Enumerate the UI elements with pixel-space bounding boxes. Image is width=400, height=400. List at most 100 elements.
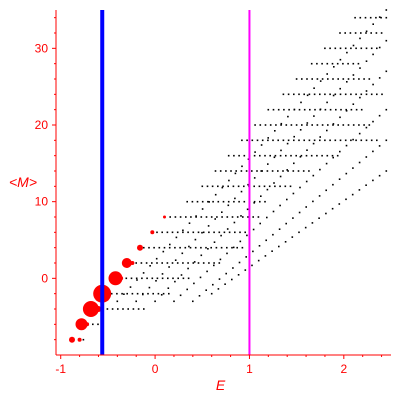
data-point <box>282 93 285 96</box>
data-point <box>175 236 178 239</box>
data-point <box>163 246 166 249</box>
data-point <box>213 262 215 264</box>
data-point <box>192 231 195 234</box>
data-point <box>375 32 378 34</box>
data-point <box>352 103 355 105</box>
data-point <box>372 150 374 153</box>
data-point <box>312 174 315 177</box>
data-point <box>329 139 331 142</box>
data-point <box>365 184 367 186</box>
data-point <box>280 149 282 152</box>
data-point <box>287 170 289 172</box>
data-point <box>200 246 202 249</box>
data-point <box>332 124 334 126</box>
data-point <box>319 136 321 138</box>
data-point <box>271 170 274 172</box>
highlighted-point <box>82 301 99 317</box>
data-point <box>123 293 125 295</box>
data-point <box>171 231 174 234</box>
data-point <box>174 280 176 283</box>
data-point <box>352 138 354 141</box>
data-point <box>378 145 381 147</box>
data-point <box>257 216 260 218</box>
data-point <box>319 139 321 142</box>
data-point <box>287 93 290 96</box>
data-point <box>274 185 276 188</box>
data-point <box>201 231 203 234</box>
data-point <box>326 101 328 104</box>
data-point <box>149 265 151 267</box>
data-point <box>195 216 197 218</box>
data-point <box>206 185 209 188</box>
data-point <box>161 262 163 264</box>
data-point <box>231 278 233 281</box>
data-point <box>160 294 163 296</box>
data-point <box>212 200 214 203</box>
data-point <box>354 16 356 19</box>
data-point <box>216 216 218 218</box>
data-point <box>355 47 357 50</box>
data-point <box>258 185 261 188</box>
data-point <box>161 277 164 280</box>
data-point <box>274 130 276 132</box>
data-point <box>295 124 298 126</box>
data-point <box>122 308 124 310</box>
data-point <box>325 162 328 165</box>
data-point <box>344 93 347 96</box>
data-point <box>372 83 374 86</box>
data-point <box>179 246 181 249</box>
data-point <box>233 200 235 203</box>
data-point <box>246 139 248 142</box>
data-point <box>326 129 328 132</box>
data-point <box>169 216 171 218</box>
data-point <box>267 108 270 111</box>
data-point <box>268 185 271 188</box>
data-point <box>236 216 239 218</box>
data-point <box>218 262 221 264</box>
data-point <box>177 277 179 280</box>
data-point <box>342 62 344 65</box>
data-point <box>151 277 154 280</box>
data-point <box>117 308 119 310</box>
data-point <box>300 101 302 104</box>
data-point <box>364 16 367 19</box>
data-point <box>385 16 388 19</box>
data-point <box>227 204 230 207</box>
data-point <box>352 124 355 126</box>
data-point <box>197 231 200 234</box>
data-point <box>376 93 378 96</box>
data-point <box>186 200 188 203</box>
data-point <box>329 93 331 96</box>
data-point <box>137 308 140 310</box>
data-point <box>298 211 301 214</box>
data-point <box>197 262 200 264</box>
data-point <box>184 246 187 249</box>
data-point <box>345 172 348 175</box>
data-point <box>279 175 282 178</box>
data-point <box>380 16 382 19</box>
data-point <box>358 161 361 164</box>
data-point <box>347 124 350 126</box>
data-point <box>345 108 347 111</box>
data-point <box>360 32 362 34</box>
data-point <box>252 228 255 231</box>
data-point <box>259 154 261 157</box>
data-point <box>327 78 329 80</box>
data-point <box>324 108 327 111</box>
data-point <box>318 195 321 197</box>
data-point <box>365 126 368 129</box>
data-point <box>156 231 158 234</box>
data-point <box>227 154 230 157</box>
data-point <box>148 286 151 289</box>
data-point <box>220 234 222 237</box>
data-point <box>219 170 222 172</box>
data-point <box>242 216 244 218</box>
data-point <box>205 216 208 218</box>
data-point <box>221 216 223 218</box>
data-point <box>156 277 159 280</box>
data-point <box>246 208 249 211</box>
data-point <box>173 300 175 303</box>
data-point <box>355 108 358 111</box>
data-point <box>240 215 242 217</box>
data-point <box>143 246 145 249</box>
